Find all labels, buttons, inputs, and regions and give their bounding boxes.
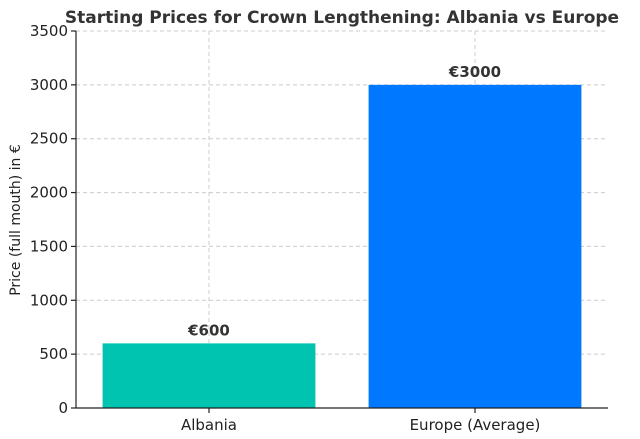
y-axis-label: Price (full mouth) in € (8, 144, 24, 296)
bar-1 (368, 84, 582, 408)
y-tick-label: 500 (39, 345, 68, 363)
x-tick-label: Europe (Average) (410, 416, 541, 434)
chart-title: Starting Prices for Crown Lengthening: A… (65, 8, 619, 28)
y-tick-label: 3500 (30, 22, 68, 40)
data-label-1: €3000 (448, 63, 501, 81)
y-tick-label: 1000 (30, 291, 68, 309)
y-tick-label: 2500 (30, 130, 68, 148)
y-tick-label: 3000 (30, 76, 68, 94)
y-tick-label: 0 (58, 399, 68, 417)
bar-0 (102, 343, 316, 408)
data-label-0: €600 (187, 321, 230, 339)
x-tick-label: Albania (181, 416, 237, 434)
y-tick-label: 2000 (30, 184, 68, 202)
axes (71, 30, 608, 413)
data-labels: €600 €3000 (187, 63, 501, 340)
tick-labels: 0 500 1000 1500 2000 2500 3000 3500 Albania Europ… (30, 22, 541, 434)
bars (102, 84, 582, 408)
y-tick-label: 1500 (30, 237, 68, 255)
